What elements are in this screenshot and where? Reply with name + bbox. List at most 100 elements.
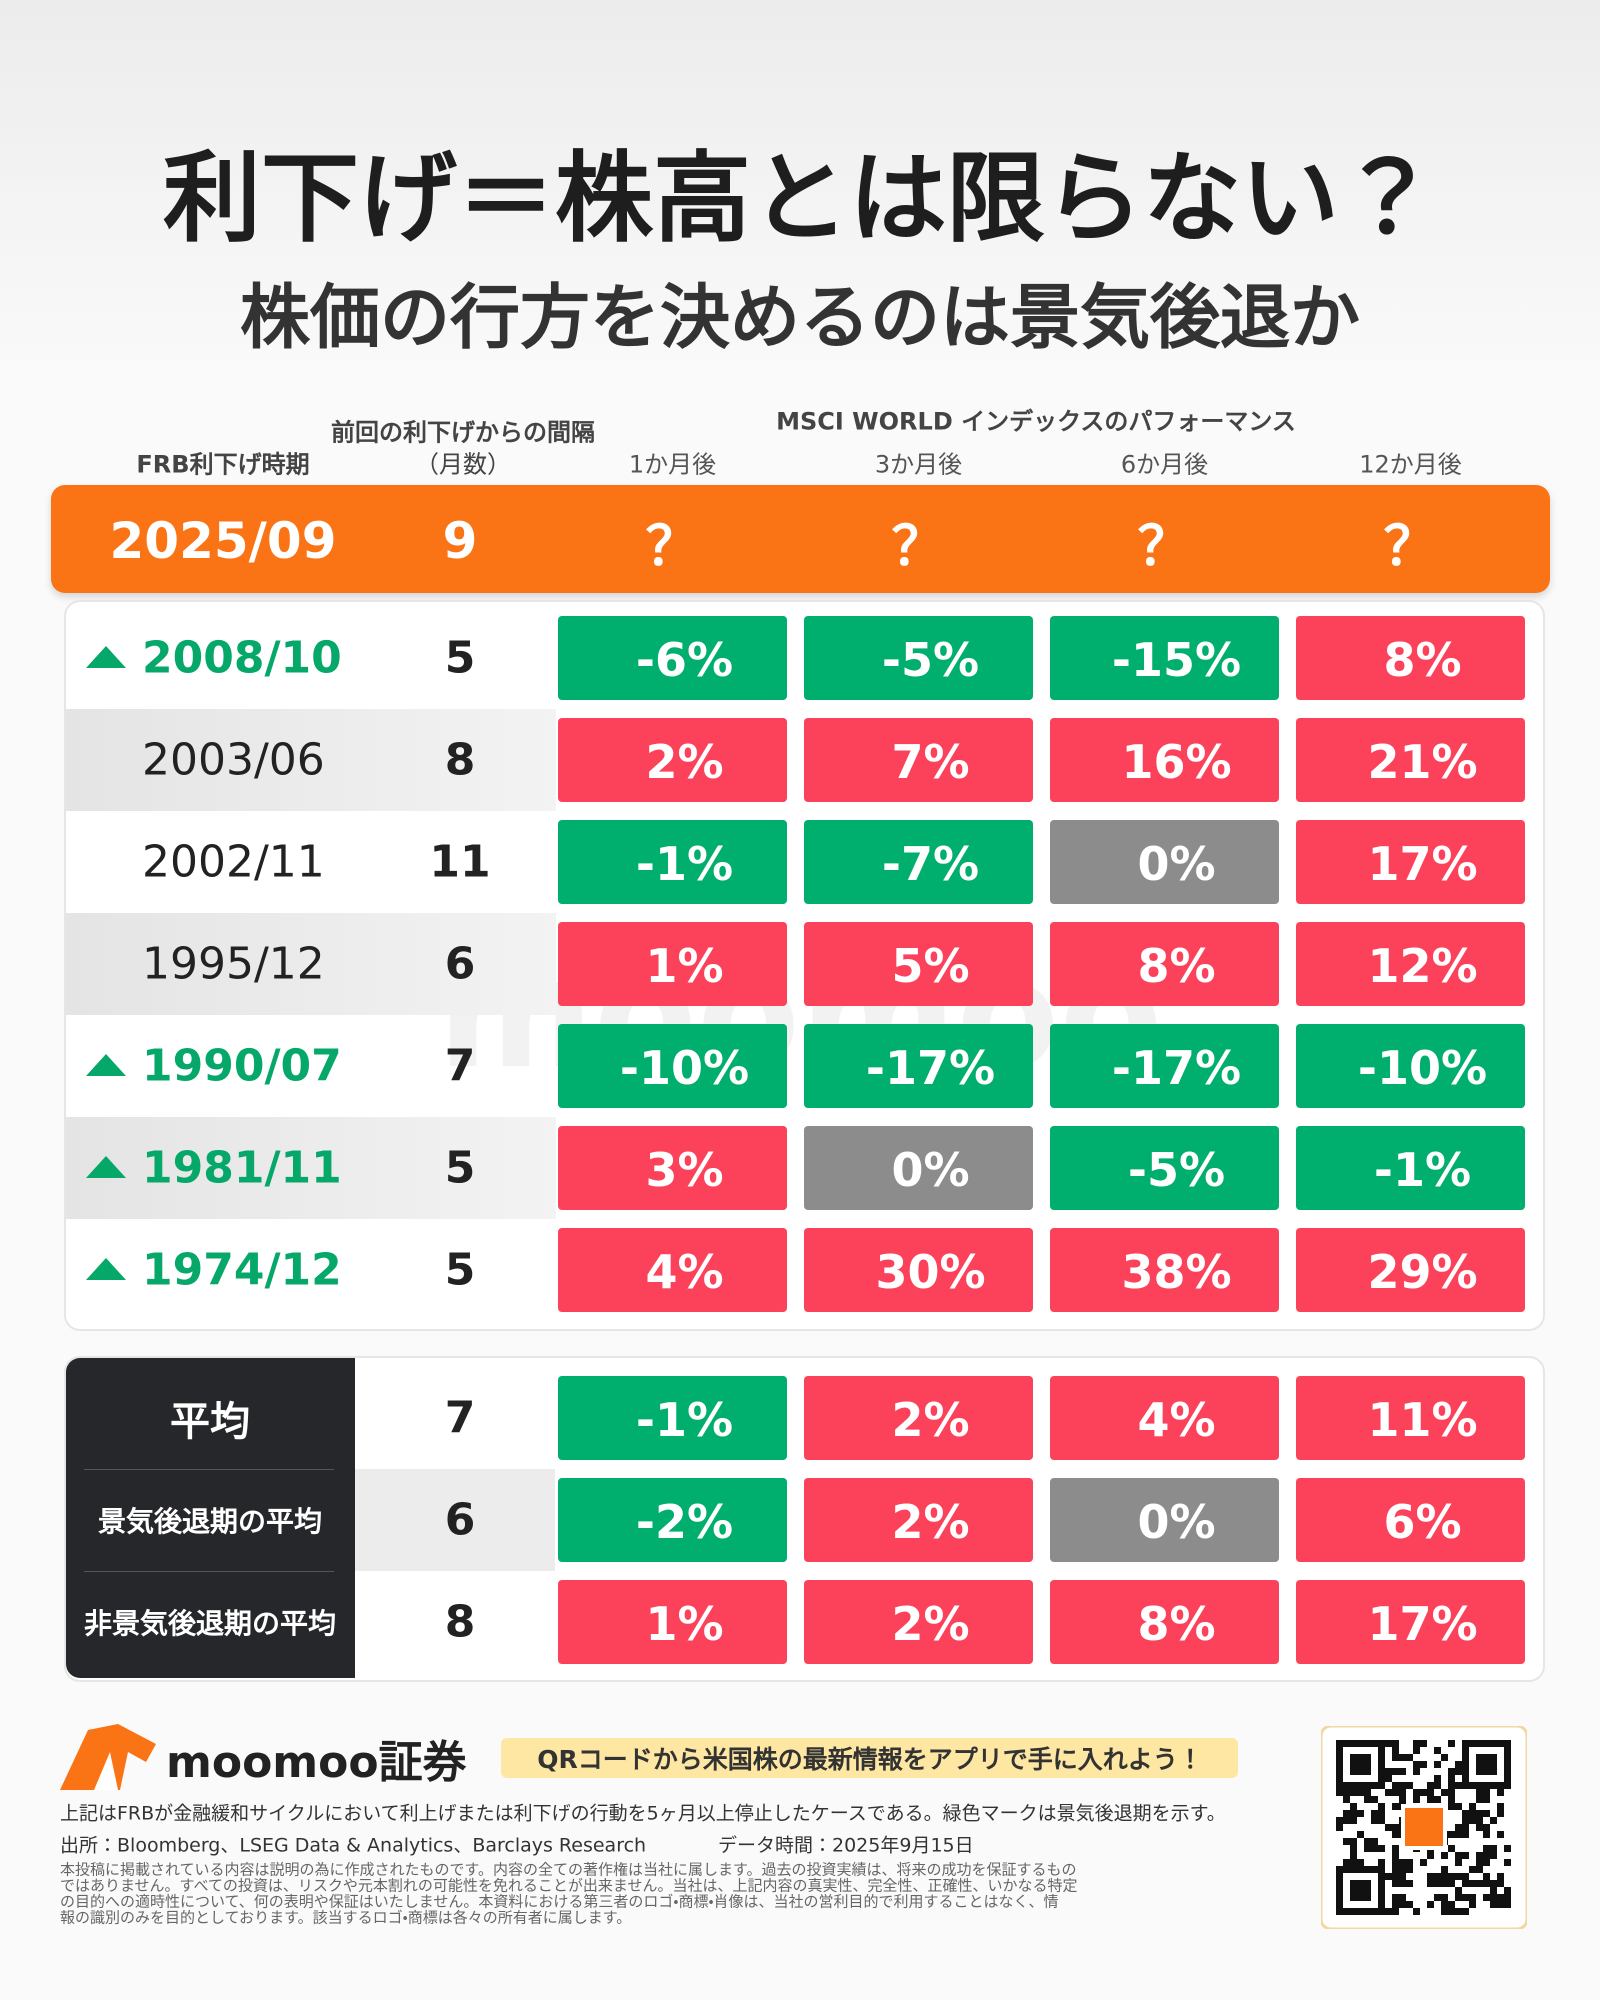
value-label: -1% [635,837,734,891]
qr-module [1336,1789,1343,1796]
qr-module [1504,1887,1511,1894]
value-label: 6% [1383,1495,1462,1549]
qr-module [1413,1768,1420,1775]
qr-module [1476,1859,1483,1866]
qr-module [1448,1775,1455,1782]
qr-module [1497,1873,1504,1880]
qr-module [1476,1880,1483,1887]
value-label: -17% [1111,1041,1242,1095]
qr-module [1371,1817,1378,1824]
current-date: 2025/09 [109,512,337,570]
qr-module [1434,1775,1441,1782]
qr-module [1490,1880,1497,1887]
qr-module [1469,1894,1476,1901]
qr-module [1392,1768,1399,1775]
qr-module [1427,1852,1434,1859]
qr-module [1462,1852,1469,1859]
row-interval: 5 [444,1244,476,1296]
qr-module [1476,1754,1497,1775]
qr-module [1455,1782,1462,1789]
qr-module [1434,1880,1441,1887]
value-label: 11% [1367,1393,1478,1447]
disclaimer: ではありません。すべての投資は、リスクや元本割れの可能性を免れることが出来ません… [60,1876,1078,1895]
qr-module [1434,1761,1441,1768]
qr-module [1371,1796,1378,1803]
value-label: -1% [635,1393,734,1447]
interval-unit: （月数） [415,450,511,479]
value-label: -5% [1127,1143,1226,1197]
qr-module [1392,1901,1399,1908]
qr-module [1343,1789,1350,1796]
value-label: 2% [645,735,724,789]
title: 利下げ＝株高とは限らない？ [162,142,1438,256]
qr-module [1357,1831,1364,1838]
qr-module [1427,1880,1434,1887]
qr-module [1392,1852,1399,1859]
qr-module [1392,1859,1399,1866]
value-cell [558,718,787,802]
disclaimer: 報の識別のみを目的としております。該当するロゴ・商標は各々の所有者に属します。 [60,1908,632,1927]
value-label: -5% [881,633,980,687]
qr-module [1490,1901,1497,1908]
qr-module [1462,1908,1469,1915]
row-interval: 5 [444,632,476,684]
value-cell [558,1024,787,1108]
qr-module [1392,1803,1399,1810]
average-interval: 7 [444,1392,476,1444]
value-cell [1050,616,1279,700]
qr-module [1441,1754,1448,1761]
qr-module [1350,1789,1357,1796]
qr-module [1483,1852,1490,1859]
banner-bg [501,1738,1238,1778]
qr-module [1392,1894,1399,1901]
qr-module [1427,1873,1434,1880]
qr-module [1399,1880,1406,1887]
qr-module [1413,1761,1420,1768]
qr-module [1378,1817,1385,1824]
value-cell [558,1478,787,1562]
qr-module [1364,1796,1371,1803]
qr-module [1385,1908,1392,1915]
value-label: 30% [875,1245,986,1299]
value-label: 12% [1367,939,1478,993]
qr-module [1350,1859,1357,1866]
column-header: 1か月後 [628,450,717,479]
qr-module [1406,1901,1413,1908]
qr-module [1441,1873,1448,1880]
qr-module [1371,1838,1378,1845]
disclaimer: 本投稿に掲載されている内容は説明の為に作成されたものです。内容の全ての著作権は当… [60,1860,1077,1879]
qr-module [1350,1810,1357,1817]
qr-module [1392,1908,1399,1915]
qr-module [1469,1901,1476,1908]
qr-module [1455,1873,1462,1880]
qr-module [1483,1831,1490,1838]
qr-module [1490,1852,1497,1859]
qr-module [1476,1789,1483,1796]
qr-module [1427,1782,1434,1789]
qr-module [1483,1824,1490,1831]
qr-module [1455,1803,1462,1810]
qr-module [1434,1796,1441,1803]
qr-module [1483,1859,1490,1866]
qr-module [1385,1768,1392,1775]
value-label: -2% [635,1495,734,1549]
qr-module [1455,1852,1462,1859]
value-label: 2% [891,1393,970,1447]
value-cell [558,820,787,904]
qr-module [1420,1859,1427,1866]
value-cell [1296,1024,1525,1108]
qr-module [1469,1866,1476,1873]
qr-module [1469,1810,1476,1817]
recession-marker [86,1156,126,1178]
data-time: データ時間：2025年9月15日 [718,1834,974,1857]
note: 上記はFRBが金融緩和サイクルにおいて利上げまたは利下げの行動を5ヶ月以上停止し… [60,1802,1226,1825]
value-label: 8% [1137,1597,1216,1651]
qr-module [1483,1789,1490,1796]
qr-module [1364,1789,1371,1796]
value-cell [1050,1580,1279,1664]
qr-module [1399,1754,1406,1761]
value-cell [804,616,1033,700]
qr-module [1448,1803,1455,1810]
qr-module [1448,1880,1455,1887]
column-header: 6か月後 [1120,450,1209,479]
